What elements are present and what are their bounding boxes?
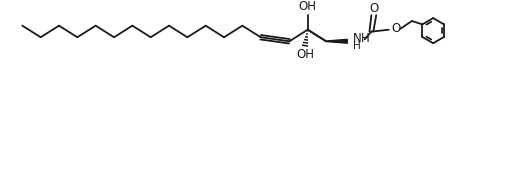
Polygon shape xyxy=(326,39,347,43)
Text: OH: OH xyxy=(298,0,317,13)
Text: O: O xyxy=(370,2,379,15)
Text: N: N xyxy=(353,32,362,45)
Text: H: H xyxy=(353,41,361,51)
Text: O: O xyxy=(391,22,400,35)
Text: OH: OH xyxy=(297,48,315,61)
Text: H: H xyxy=(361,32,370,45)
